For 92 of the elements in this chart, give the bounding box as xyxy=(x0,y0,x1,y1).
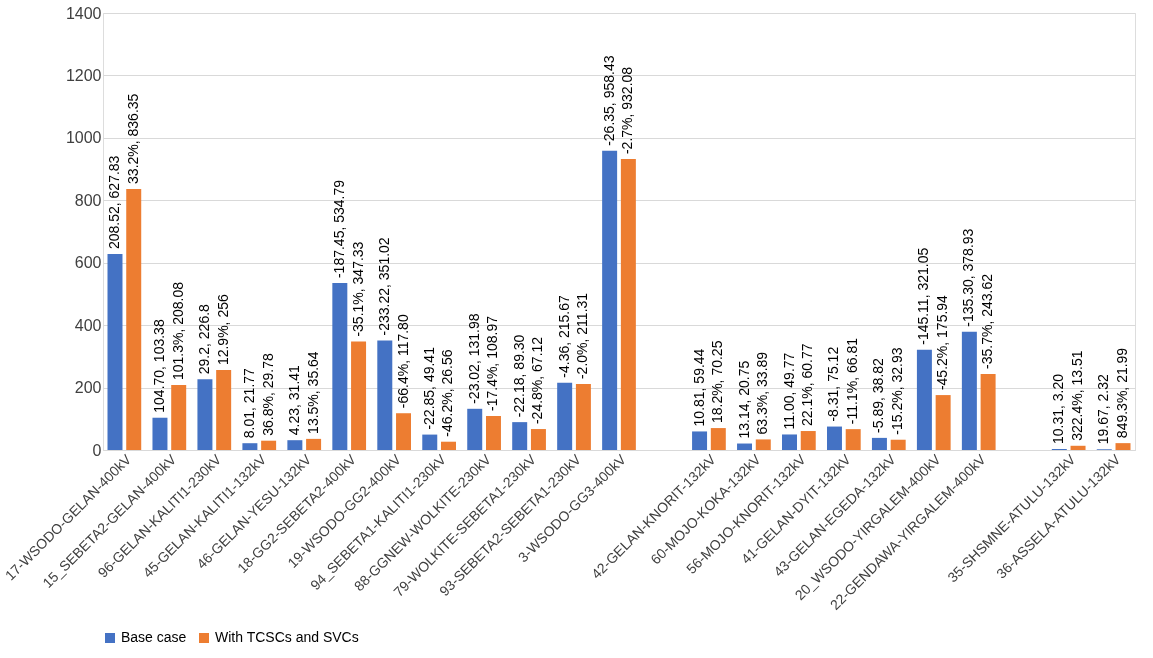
data-label: -145.11, 321.05 xyxy=(915,247,932,345)
data-label: 101.3%, 208.08 xyxy=(169,281,186,381)
y-tick-label: 600 xyxy=(74,254,102,272)
y-tick-label: 1200 xyxy=(65,66,102,84)
bar xyxy=(871,437,887,450)
data-label: 22.1%, 60.77 xyxy=(799,343,816,427)
data-label: 63.3%, 33.89 xyxy=(754,351,771,435)
data-label: -35.1%, 347.33 xyxy=(349,241,366,337)
data-label: -15.2%, 32.93 xyxy=(889,347,906,435)
data-label: -2.0%, 211.31 xyxy=(574,292,591,380)
bar xyxy=(126,188,142,450)
data-label: -22.85, 49.41 xyxy=(420,346,437,430)
bar xyxy=(306,438,322,450)
data-label: 13.5%, 35.64 xyxy=(304,351,321,434)
bar xyxy=(422,434,438,450)
bar xyxy=(755,439,771,450)
bar xyxy=(961,331,977,450)
data-label: -35.7%, 243.62 xyxy=(979,273,996,369)
y-tick-label: 1400 xyxy=(65,4,102,22)
y-tick-label: 800 xyxy=(74,191,102,209)
data-label: -8.31, 75.12 xyxy=(825,346,842,422)
data-label: -187.45, 534.79 xyxy=(330,179,347,279)
data-label: 36.8%, 29.78 xyxy=(259,352,276,436)
bar xyxy=(575,384,591,450)
data-label: -22.18, 89.30 xyxy=(510,334,527,418)
data-label: 12.9%, 256 xyxy=(214,294,231,366)
bar xyxy=(287,440,303,450)
bar xyxy=(171,385,187,450)
bar xyxy=(980,373,996,450)
data-label: 10.31, 3.20 xyxy=(1050,373,1067,444)
bar xyxy=(620,159,636,450)
data-label: -4.36, 215.67 xyxy=(555,294,572,378)
bar xyxy=(782,434,797,450)
data-label: -26.35, 958.43 xyxy=(600,55,617,146)
data-label: -233.22, 351.02 xyxy=(375,237,392,336)
bar xyxy=(107,254,123,450)
bar xyxy=(890,439,906,450)
bar xyxy=(557,382,573,450)
bar xyxy=(512,422,528,450)
bar xyxy=(441,441,456,450)
bar xyxy=(530,429,546,450)
bar xyxy=(1115,443,1131,450)
data-label: -46.2%, 26.56 xyxy=(439,349,456,437)
data-label: 4.23, 31.41 xyxy=(285,364,302,436)
bar xyxy=(377,340,393,450)
y-tick-label: 400 xyxy=(74,316,102,334)
data-label: -45.2%, 175.94 xyxy=(934,294,951,391)
data-label: 10.81, 59.44 xyxy=(690,348,707,427)
bar xyxy=(467,408,483,450)
data-label: 104.70, 103.38 xyxy=(150,319,167,413)
bar xyxy=(845,429,861,450)
data-label: -24.8%, 67.12 xyxy=(529,336,546,425)
legend-label: With TCSCs and SVCs xyxy=(215,629,359,645)
bar xyxy=(737,443,753,450)
bar xyxy=(396,413,412,450)
bar xyxy=(152,417,168,450)
data-label: 11.00, 49.77 xyxy=(780,352,797,430)
bar xyxy=(826,426,842,450)
data-label: -17.4%, 108.97 xyxy=(484,315,501,411)
data-label: -11.1%, 66.81 xyxy=(844,337,861,425)
bar xyxy=(1070,445,1086,450)
bar xyxy=(935,395,951,450)
y-tick-label: 200 xyxy=(74,379,102,397)
bar xyxy=(242,443,258,450)
y-tick-label: 0 xyxy=(92,441,102,459)
legend-label: Base case xyxy=(121,629,187,645)
data-label: 208.52, 627.83 xyxy=(105,155,122,250)
bar xyxy=(332,283,348,450)
data-label: 18.2%, 70.25 xyxy=(709,340,726,424)
data-label: 849.3%, 21.99 xyxy=(1114,347,1131,439)
bar xyxy=(602,150,618,450)
data-label: -135.30, 378.93 xyxy=(960,228,977,327)
data-label: 322.4%, 13.51 xyxy=(1069,350,1086,441)
bar xyxy=(261,440,277,450)
data-label: 33.2%, 836.35 xyxy=(124,93,141,184)
bar xyxy=(485,415,501,450)
y-tick-label: 1000 xyxy=(65,129,102,147)
bar xyxy=(197,379,213,450)
bar xyxy=(710,428,726,450)
data-label: -66.4%, 117.80 xyxy=(394,314,411,409)
bar xyxy=(800,431,816,450)
bar xyxy=(692,431,708,450)
data-label: 19.67, 2.32 xyxy=(1095,374,1112,445)
data-label: -2.7%, 932.08 xyxy=(619,66,636,155)
bar xyxy=(351,341,367,450)
data-label: -23.02, 131.98 xyxy=(465,313,482,404)
data-label: 13.14, 20.75 xyxy=(735,360,752,439)
bar xyxy=(916,349,932,450)
data-label: 8.01, 21.77 xyxy=(240,367,257,439)
bar xyxy=(216,370,232,450)
data-label: -5.89, 38.82 xyxy=(870,357,887,433)
data-label: 29.2, 226.8 xyxy=(195,303,212,375)
